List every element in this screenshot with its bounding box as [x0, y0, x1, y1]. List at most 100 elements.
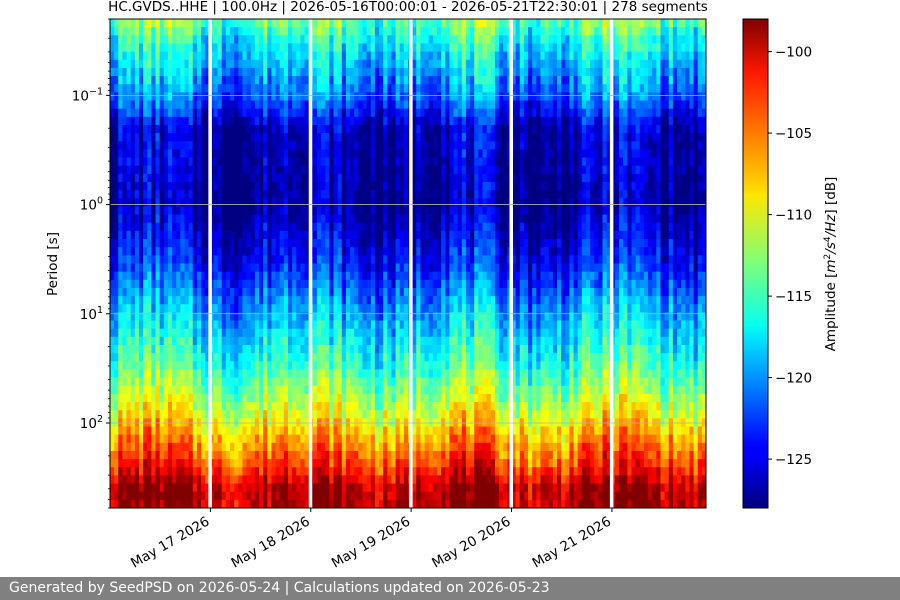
heatmap-cell	[176, 393, 181, 403]
heatmap-cell	[432, 279, 438, 289]
heatmap-cell	[192, 157, 198, 167]
heatmap-cell	[114, 141, 119, 150]
heatmap-cell	[345, 247, 351, 256]
heatmap-cell	[292, 67, 297, 77]
heatmap-cell	[362, 442, 368, 452]
heatmap-cell	[341, 320, 347, 330]
heatmap-cell	[147, 108, 152, 118]
heatmap-cell	[159, 287, 165, 297]
heatmap-cell	[110, 239, 115, 248]
heatmap-cell	[436, 116, 442, 126]
heatmap-cell	[196, 165, 202, 175]
heatmap-cell	[403, 230, 409, 240]
heatmap-cell	[337, 499, 343, 508]
heatmap-cell	[350, 157, 355, 167]
heatmap-cell	[300, 467, 306, 476]
heatmap-cell	[354, 255, 359, 265]
heatmap-cell	[391, 393, 397, 403]
heatmap-cell	[441, 361, 446, 371]
heatmap-cell	[118, 402, 124, 411]
heatmap-cell	[379, 116, 384, 126]
heatmap-cell	[151, 393, 157, 403]
heatmap-cell	[221, 410, 227, 419]
heatmap-cell	[230, 279, 235, 289]
heatmap-cell	[234, 369, 239, 379]
heatmap-cell	[259, 402, 264, 411]
heatmap-cell	[424, 165, 430, 175]
heatmap-cell	[445, 100, 450, 110]
heatmap-cell	[300, 141, 306, 150]
heatmap-cell	[304, 377, 310, 387]
heatmap-cell	[325, 287, 330, 297]
heatmap-cell	[341, 133, 347, 142]
heatmap-cell	[383, 442, 388, 452]
heatmap-cell	[221, 377, 227, 387]
heatmap-cell	[420, 157, 426, 167]
heatmap-cell	[159, 149, 165, 159]
heatmap-cell	[234, 304, 239, 313]
heatmap-cell	[188, 296, 194, 305]
heatmap-cell	[420, 410, 426, 419]
heatmap-cell	[312, 100, 318, 110]
heatmap-cell	[449, 336, 455, 346]
heatmap-cell	[114, 157, 119, 167]
heatmap-cell	[155, 442, 161, 452]
heatmap-cell	[420, 385, 426, 395]
heatmap-cell	[155, 182, 161, 191]
heatmap-cell	[192, 499, 198, 508]
heatmap-cell	[242, 116, 248, 126]
heatmap-cell	[205, 312, 210, 322]
heatmap-cell	[259, 43, 264, 53]
heatmap-cell	[374, 19, 380, 28]
heatmap-cell	[395, 459, 401, 468]
heatmap-cell	[138, 35, 144, 45]
heatmap-cell	[134, 133, 140, 142]
heatmap-cell	[114, 76, 119, 85]
heatmap-cell	[287, 116, 293, 126]
heatmap-cell	[196, 287, 202, 297]
heatmap-cell	[201, 141, 206, 150]
heatmap-cell	[213, 467, 219, 476]
heatmap-cell	[217, 287, 223, 297]
heatmap-cell	[263, 222, 268, 232]
heatmap-cell	[366, 450, 372, 460]
heatmap-cell	[428, 35, 434, 45]
heatmap-cell	[151, 19, 157, 28]
heatmap-cell	[424, 222, 430, 232]
heatmap-cell	[271, 59, 277, 69]
heatmap-cell	[412, 279, 417, 289]
heatmap-cell	[387, 214, 393, 224]
heatmap-cell	[292, 100, 297, 110]
heatmap-cell	[267, 475, 273, 485]
heatmap-cell	[283, 442, 289, 452]
heatmap-cell	[267, 393, 273, 403]
heatmap-cell	[387, 483, 393, 493]
heatmap-cell	[449, 279, 455, 289]
heatmap-cell	[391, 230, 397, 240]
heatmap-cell	[321, 206, 326, 216]
heatmap-cell	[292, 182, 297, 191]
heatmap-cell	[304, 84, 310, 93]
heatmap-cell	[445, 124, 450, 134]
heatmap-cell	[159, 499, 165, 508]
heatmap-cell	[312, 198, 318, 208]
heatmap-cell	[358, 296, 364, 305]
heatmap-cell	[263, 393, 268, 403]
heatmap-cell	[180, 402, 186, 411]
heatmap-cell	[354, 410, 359, 419]
heatmap-cell	[316, 450, 322, 460]
heatmap-cell	[358, 222, 364, 232]
heatmap-cell	[259, 459, 264, 468]
heatmap-cell	[416, 35, 422, 45]
heatmap-cell	[395, 475, 401, 485]
heatmap-cell	[383, 369, 388, 379]
heatmap-cell	[167, 475, 173, 485]
heatmap-cell	[271, 475, 277, 485]
heatmap-cell	[445, 247, 450, 256]
heatmap-cell	[333, 483, 339, 493]
heatmap-cell	[403, 361, 409, 371]
heatmap-cell	[180, 475, 186, 485]
heatmap-cell	[292, 271, 297, 281]
heatmap-cell	[217, 499, 223, 508]
heatmap-cell	[383, 402, 388, 411]
